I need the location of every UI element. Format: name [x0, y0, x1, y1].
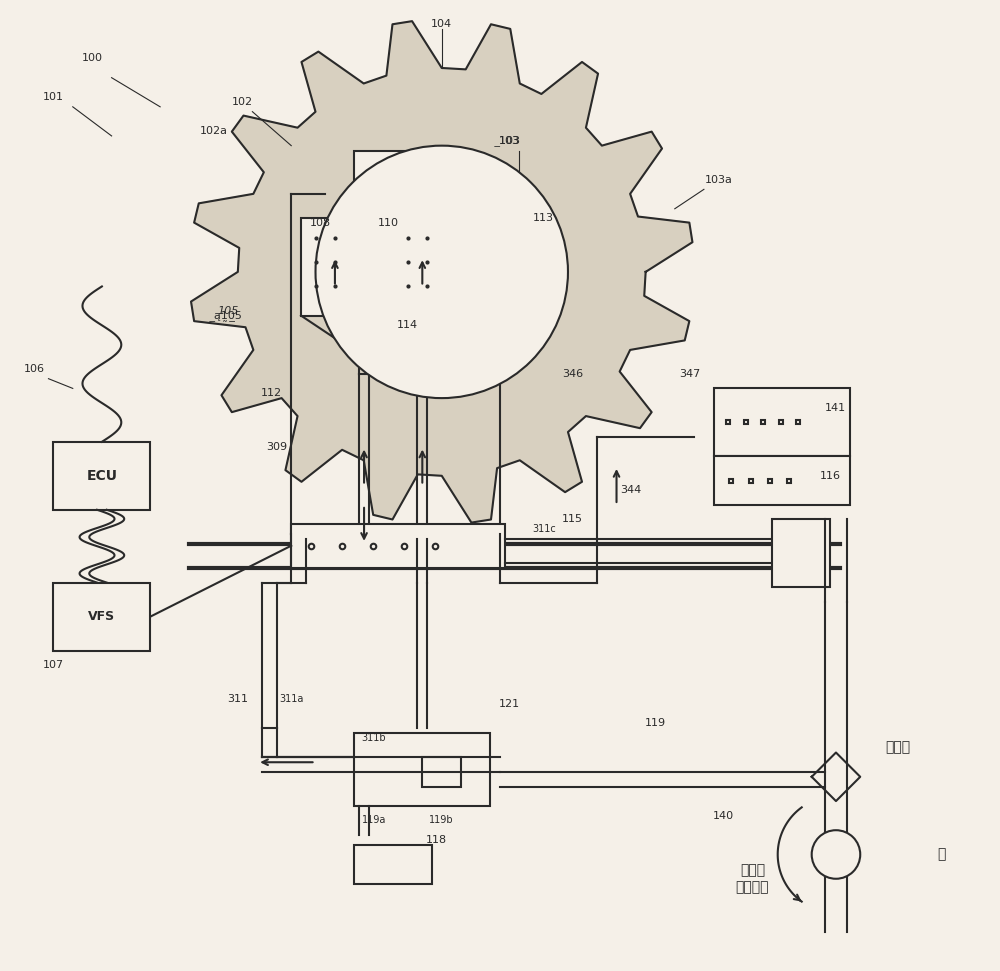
- Text: 107: 107: [43, 660, 64, 670]
- Bar: [772, 519, 830, 587]
- Text: 112: 112: [261, 388, 282, 398]
- Polygon shape: [191, 21, 692, 522]
- Bar: [393, 218, 466, 316]
- Text: ECU: ECU: [86, 469, 117, 483]
- Text: ̲103: ̲103: [499, 135, 520, 147]
- Text: VFS: VFS: [88, 610, 115, 623]
- Text: 140: 140: [713, 811, 734, 820]
- Text: 121: 121: [499, 699, 520, 709]
- Text: 346: 346: [562, 369, 583, 379]
- Text: 103a: 103a: [705, 175, 732, 184]
- Text: 118: 118: [426, 835, 447, 845]
- Text: 309: 309: [266, 442, 287, 452]
- Bar: [291, 524, 505, 568]
- Text: 311c: 311c: [532, 524, 556, 534]
- Text: 105: 105: [217, 306, 239, 316]
- Text: 344: 344: [620, 486, 642, 495]
- Text: 116: 116: [820, 471, 841, 481]
- Text: 119: 119: [645, 719, 666, 728]
- Bar: [53, 583, 150, 651]
- Text: 311b: 311b: [361, 733, 386, 743]
- Text: 141: 141: [824, 403, 846, 413]
- Text: 311a: 311a: [279, 694, 303, 704]
- Text: 115: 115: [562, 515, 583, 524]
- Bar: [354, 733, 490, 806]
- Text: 103: 103: [499, 136, 520, 146]
- Text: 108: 108: [310, 218, 331, 228]
- Text: ̲ą1̰0̲5: ̲ą1̰0̲5: [214, 310, 242, 321]
- Text: 119b: 119b: [429, 816, 454, 825]
- Text: 114: 114: [397, 320, 418, 330]
- Text: 102: 102: [232, 97, 253, 107]
- Text: 311: 311: [227, 694, 248, 704]
- Text: 110: 110: [378, 218, 399, 228]
- Bar: [354, 845, 432, 884]
- Text: 106: 106: [23, 364, 44, 374]
- Text: 限流器: 限流器: [886, 741, 911, 754]
- Bar: [714, 388, 850, 456]
- Bar: [354, 151, 432, 189]
- Circle shape: [316, 146, 568, 398]
- Text: 104: 104: [431, 19, 452, 29]
- Text: 347: 347: [679, 369, 700, 379]
- Bar: [714, 456, 850, 505]
- Text: 101: 101: [43, 92, 64, 102]
- Text: 119a: 119a: [362, 816, 386, 825]
- Text: 泵: 泵: [938, 848, 946, 861]
- Bar: [422, 757, 461, 787]
- Text: 100: 100: [82, 53, 103, 63]
- Bar: [53, 442, 150, 510]
- Text: 102a: 102a: [200, 126, 228, 136]
- Circle shape: [812, 830, 860, 879]
- Bar: [301, 218, 374, 316]
- Text: 来源－
主回油孔: 来源－ 主回油孔: [736, 863, 769, 894]
- Text: 113: 113: [533, 214, 554, 223]
